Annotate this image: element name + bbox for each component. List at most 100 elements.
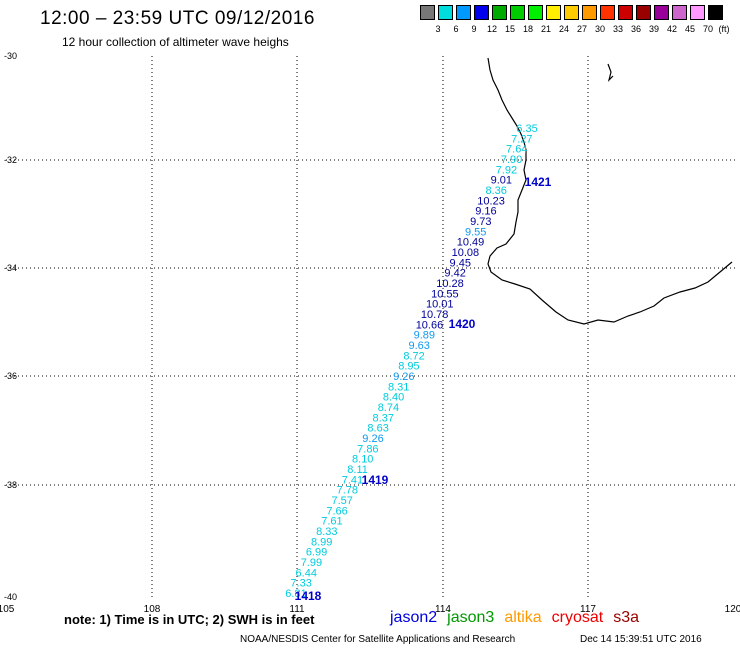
swh-value-label: 8.33 bbox=[316, 526, 337, 538]
swh-value-label: 8.36 bbox=[485, 185, 506, 197]
map-subtitle: 12 hour collection of altimeter wave hei… bbox=[62, 35, 289, 49]
swh-value-label: 7.33 bbox=[290, 578, 311, 590]
swh-value-label: 9.73 bbox=[470, 216, 491, 228]
y-tick-label: -36 bbox=[4, 371, 17, 381]
grid: 105 108 111 114 117 120 -30 -32 -34 -36 -38 -40 bbox=[0, 51, 740, 615]
swh-value-label: 9.16 bbox=[475, 206, 496, 218]
scale-swatch bbox=[474, 5, 489, 20]
scale-label: 45 bbox=[684, 24, 695, 34]
x-tick-label: 117 bbox=[580, 604, 596, 615]
swh-labels: 6.817.336.447.996.998.998.337.617.667.57… bbox=[285, 123, 537, 600]
footer-note: note: 1) Time is in UTC; 2) SWH is in fe… bbox=[64, 612, 315, 627]
swh-value-label: 10.23 bbox=[477, 195, 505, 207]
scale-swatch bbox=[492, 5, 507, 20]
satellite-legend-item: jason2 bbox=[390, 609, 438, 626]
coastline bbox=[487, 57, 733, 325]
swh-value-label: 7.27 bbox=[511, 133, 532, 145]
scale-label: 12 bbox=[486, 24, 497, 34]
swh-value-label: 7.86 bbox=[357, 443, 378, 455]
swh-value-label: 10.66 bbox=[416, 319, 444, 331]
scale-unit: (ft) bbox=[718, 24, 730, 34]
pass-labels: 1418 1419 1420 1421 bbox=[295, 175, 552, 603]
swh-value-label: 6.99 bbox=[306, 547, 327, 559]
swh-value-label: 6.35 bbox=[516, 123, 537, 135]
scale-label: 42 bbox=[666, 24, 677, 34]
swh-value-label: 7.78 bbox=[337, 485, 358, 497]
swh-value-label: 8.37 bbox=[373, 412, 394, 424]
pass-number-label: 1418 bbox=[295, 589, 322, 603]
swh-value-label: 7.41 bbox=[342, 474, 363, 486]
swh-value-label: 10.78 bbox=[421, 309, 449, 321]
swh-value-label: 7.64 bbox=[506, 144, 527, 156]
scale-label: 70 bbox=[702, 24, 713, 34]
swh-value-label: 8.63 bbox=[367, 423, 388, 435]
map-title: 12:00 – 23:59 UTC 09/12/2016 bbox=[40, 8, 315, 29]
x-tick-label: 111 bbox=[289, 604, 305, 615]
swh-value-label: 8.99 bbox=[311, 536, 332, 548]
coastline-west-australia bbox=[487, 57, 733, 325]
scale-swatch bbox=[600, 5, 615, 20]
swh-value-label: 10.01 bbox=[426, 299, 454, 311]
scale-label: 3 bbox=[435, 24, 441, 34]
pass-number-label: 1420 bbox=[449, 317, 476, 331]
swh-value-label: 8.10 bbox=[352, 454, 373, 466]
swh-value-label: 10.28 bbox=[436, 278, 464, 290]
swh-value-label: 9.01 bbox=[491, 175, 512, 187]
scale-swatch bbox=[672, 5, 687, 20]
scale-label: 27 bbox=[576, 24, 587, 34]
swh-value-label: 10.08 bbox=[452, 247, 480, 259]
swh-value-label: 9.55 bbox=[465, 226, 486, 238]
swh-value-label: 7.90 bbox=[501, 154, 522, 166]
satellite-legend-item: altika bbox=[504, 609, 542, 626]
scale-swatch bbox=[546, 5, 561, 20]
pass-number-label: 1421 bbox=[525, 175, 552, 189]
scale-label: 36 bbox=[630, 24, 641, 34]
scale-swatch bbox=[564, 5, 579, 20]
swh-value-label: 9.63 bbox=[408, 340, 429, 352]
scale-label: 18 bbox=[522, 24, 533, 34]
swh-value-label: 8.40 bbox=[383, 392, 404, 404]
swh-value-label: 6.81 bbox=[285, 588, 306, 600]
x-tick-label: 108 bbox=[144, 604, 161, 615]
swh-value-label: 6.44 bbox=[296, 567, 317, 579]
scale-swatch bbox=[618, 5, 633, 20]
satellite-legend-item: s3a bbox=[613, 609, 640, 626]
pass-number-label: 1419 bbox=[362, 473, 389, 487]
coastline-fragment bbox=[607, 63, 614, 82]
scale-swatch bbox=[654, 5, 669, 20]
swh-value-label: 7.57 bbox=[331, 495, 352, 507]
y-tick-label: -38 bbox=[4, 480, 17, 490]
credit: NOAA/NESDIS Center for Satellite Applica… bbox=[240, 634, 516, 645]
y-tick-label: -34 bbox=[4, 263, 17, 273]
y-tick-label: -30 bbox=[4, 51, 17, 61]
swh-value-label: 8.95 bbox=[398, 361, 419, 373]
swh-value-label: 9.26 bbox=[362, 433, 383, 445]
y-tick-label: -40 bbox=[4, 592, 17, 602]
x-tick-label: 120 bbox=[725, 604, 740, 615]
scale-label: 39 bbox=[648, 24, 659, 34]
scale-swatch bbox=[528, 5, 543, 20]
scale-label: 6 bbox=[453, 24, 459, 34]
swh-value-label: 10.49 bbox=[457, 237, 485, 249]
swh-value-label: 7.99 bbox=[301, 557, 322, 569]
swh-value-label: 8.31 bbox=[388, 381, 409, 393]
x-tick-label: 105 bbox=[0, 604, 15, 615]
scale-swatch bbox=[420, 5, 435, 20]
scale-label: 15 bbox=[504, 24, 515, 34]
swh-value-label: 7.92 bbox=[496, 164, 517, 176]
scale-swatch bbox=[510, 5, 525, 20]
scale-swatch bbox=[582, 5, 597, 20]
satellite-legend-item: cryosat bbox=[551, 609, 604, 626]
scale-swatch bbox=[438, 5, 453, 20]
swh-value-label: 8.11 bbox=[347, 464, 368, 476]
timestamp: Dec 14 15:39:51 UTC 2016 bbox=[580, 634, 702, 645]
swh-value-label: 9.89 bbox=[414, 330, 435, 342]
swh-value-label: 8.74 bbox=[378, 402, 399, 414]
swh-value-label: 10.55 bbox=[431, 288, 459, 300]
scale-label: 9 bbox=[471, 24, 477, 34]
scale-label: 24 bbox=[558, 24, 569, 34]
swh-value-label: 9.45 bbox=[450, 257, 471, 269]
y-tick-label: -32 bbox=[4, 155, 17, 165]
satellite-legend-item: jason3 bbox=[447, 609, 495, 626]
